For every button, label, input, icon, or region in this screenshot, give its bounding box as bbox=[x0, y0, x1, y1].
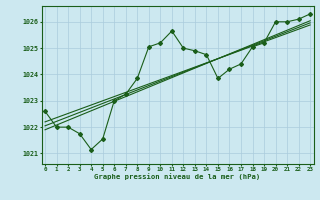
X-axis label: Graphe pression niveau de la mer (hPa): Graphe pression niveau de la mer (hPa) bbox=[94, 173, 261, 180]
